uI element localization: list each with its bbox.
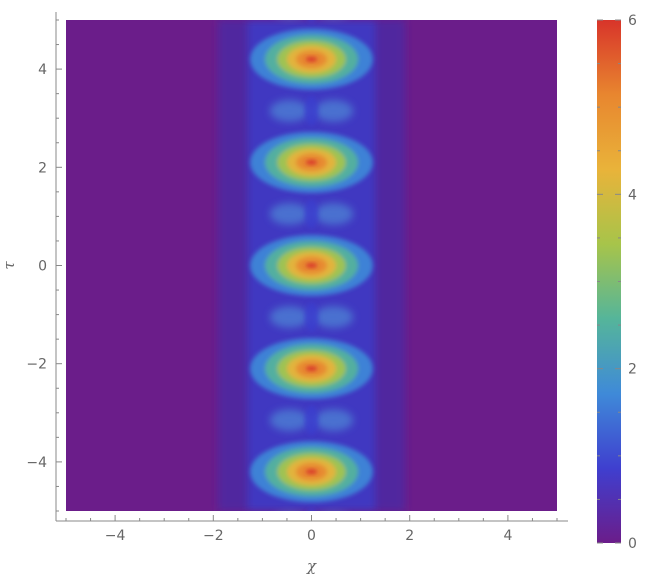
colorbar-gradient bbox=[597, 20, 621, 543]
heatmap-saddle bbox=[304, 96, 319, 126]
y-tick-label: 0 bbox=[38, 259, 47, 275]
colorbar-tick-label: 2 bbox=[628, 362, 637, 378]
x-axis-title: χ bbox=[306, 557, 317, 575]
heatmap-peak bbox=[305, 469, 318, 475]
heatmap-saddle bbox=[307, 20, 316, 23]
heatmap-saddle bbox=[304, 302, 319, 332]
colorbar: 0 2 4 6 bbox=[597, 13, 637, 552]
x-tick-label: −4 bbox=[105, 528, 126, 544]
colorbar-tick-label: 6 bbox=[628, 13, 637, 29]
heatmap-peak bbox=[305, 159, 318, 165]
heatmap-saddle bbox=[304, 405, 319, 435]
heatmap-saddle bbox=[307, 508, 316, 511]
y-tick-label: −4 bbox=[26, 455, 47, 471]
heatmap-lobe bbox=[313, 203, 354, 225]
axes: −4 −2 0 2 4 −4 −2 0 2 4 χ τ bbox=[0, 12, 568, 575]
x-tick-label: −2 bbox=[203, 528, 224, 544]
heatmap-lobe bbox=[313, 306, 354, 328]
x-tick-label: 0 bbox=[307, 528, 316, 544]
x-tick-label: 4 bbox=[503, 528, 512, 544]
y-axis-title: τ bbox=[0, 261, 18, 270]
heatmap-lobe bbox=[270, 512, 309, 534]
y-tick-label: 2 bbox=[38, 160, 47, 176]
heatmap-lobe bbox=[269, 306, 310, 328]
y-tick-label: −2 bbox=[26, 357, 47, 373]
heatmap-lobe bbox=[313, 409, 354, 431]
heatmap-lobe bbox=[270, 0, 309, 19]
heatmap-peak bbox=[305, 56, 318, 62]
heatmap-peak bbox=[305, 366, 318, 372]
y-tick-label: 4 bbox=[38, 62, 47, 78]
heatmap-lobe bbox=[269, 100, 310, 122]
heatmap-peak bbox=[305, 263, 318, 268]
heatmap-lobe bbox=[314, 0, 353, 19]
heatmap-blob bbox=[250, 235, 373, 296]
heatmap-lobe bbox=[269, 203, 310, 225]
colorbar-tick-label: 4 bbox=[628, 187, 637, 203]
heatmap bbox=[66, 0, 557, 534]
heatmap-lobe bbox=[269, 409, 310, 431]
colorbar-tick-label: 0 bbox=[628, 536, 637, 552]
x-tick-label: 2 bbox=[405, 528, 414, 544]
heatmap-lobe bbox=[313, 100, 354, 122]
heatmap-saddle bbox=[304, 199, 319, 229]
heatmap-lobe bbox=[314, 512, 353, 534]
